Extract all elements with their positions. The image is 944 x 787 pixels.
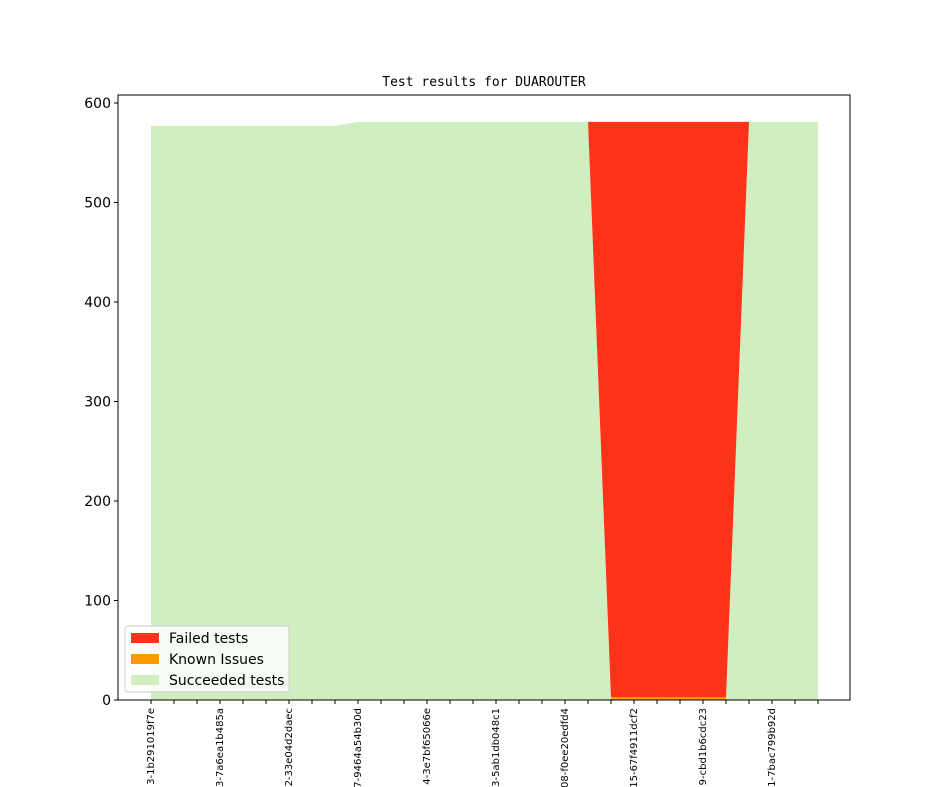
x-tick-label: 15-67f4911dcf2: [629, 708, 640, 787]
chart-title: Test results for DUAROUTER: [382, 75, 586, 90]
legend-box: [124, 625, 290, 693]
area-succeeded-tests: [151, 121, 818, 700]
x-tick-label: 08-f0ee20edfd4: [560, 708, 571, 787]
y-tick-label: 500: [84, 196, 111, 212]
x-tick-label: 7-9464a54b30d: [353, 708, 364, 787]
x-axis: 3-1b291019f7e 3-7a6ea1b485a 2-33e04d2daec 7…: [146, 700, 819, 787]
legend-label: Succeeded tests: [169, 673, 284, 689]
plot-frame: [117, 94, 851, 701]
area-series-group: [151, 121, 818, 700]
x-tick-label: 9-cbd1b6cdc23: [698, 708, 709, 785]
y-tick-label: 300: [84, 395, 111, 411]
legend: Failed tests Known Issues Succeeded tests: [124, 625, 290, 693]
x-tick-label: 2-33e04d2daec: [284, 708, 295, 786]
x-tick-label: 4-3e7bf65066e: [422, 708, 433, 785]
legend-swatch: [131, 675, 159, 685]
y-axis: 0 100 200 300 400 500 600: [84, 96, 118, 709]
y-tick-label: 200: [84, 494, 111, 510]
legend-swatch: [131, 654, 159, 664]
y-tick-label: 600: [84, 96, 111, 112]
y-tick-label: 400: [84, 295, 111, 311]
legend-swatch: [131, 633, 159, 643]
y-tick-label: 0: [102, 693, 111, 709]
legend-label: Known Issues: [169, 652, 264, 668]
y-tick-label: 100: [84, 594, 111, 610]
x-tick-label: 3-5ab1db048c1: [491, 708, 502, 787]
x-tick-label: 3-1b291019f7e: [146, 708, 157, 785]
legend-label: Failed tests: [169, 631, 248, 647]
x-tick-label: 3-7a6ea1b485a: [215, 708, 226, 787]
x-tick-label: 1-7bac799b92d: [767, 708, 778, 787]
area-failed-tests: [151, 121, 818, 698]
